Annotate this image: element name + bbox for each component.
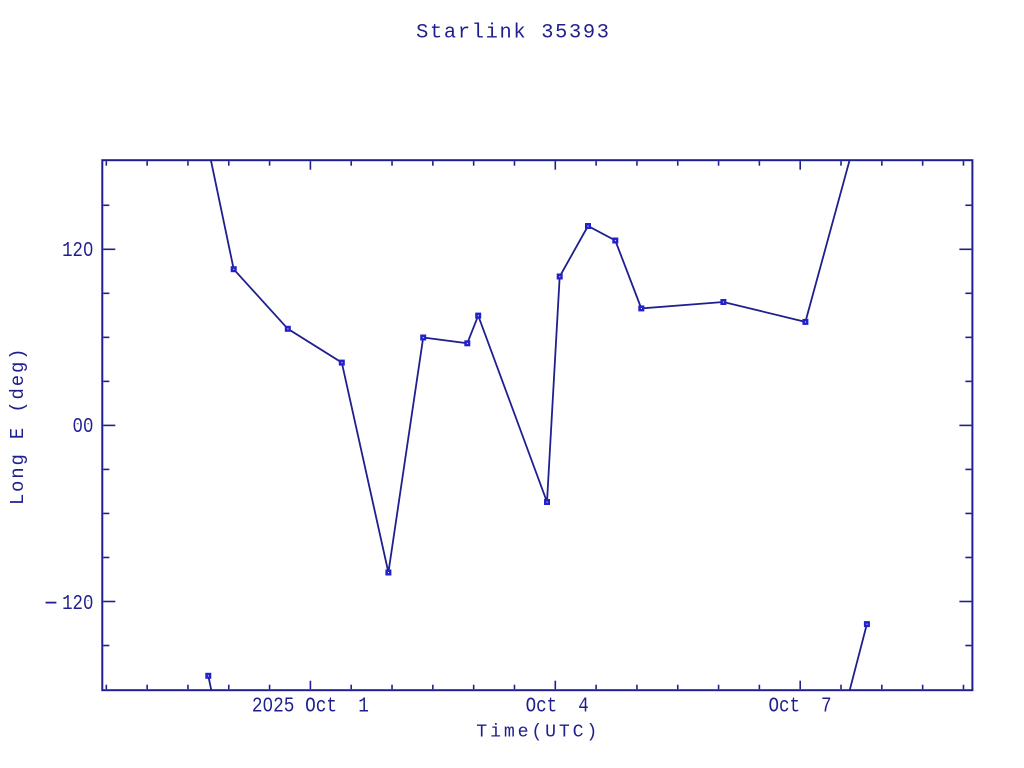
svg-text:Long E (deg): Long E (deg) (7, 347, 29, 506)
svg-text:Starlink 35393: Starlink 35393 (416, 22, 611, 45)
svg-text:Oct 4: Oct 4 (526, 694, 589, 718)
svg-text:Oct 7: Oct 7 (768, 694, 831, 718)
svg-text:00: 00 (73, 415, 94, 439)
svg-text:2025 Oct 1: 2025 Oct 1 (252, 694, 369, 718)
svg-text:Time(UTC): Time(UTC) (476, 722, 600, 742)
svg-text:120: 120 (62, 239, 93, 263)
